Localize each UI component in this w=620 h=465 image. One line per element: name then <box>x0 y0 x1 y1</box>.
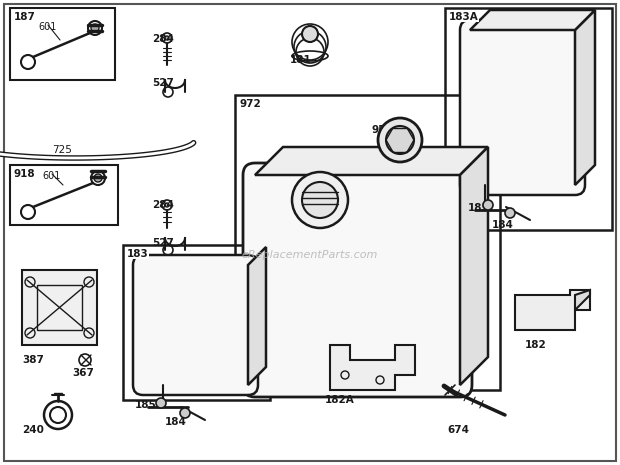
Text: 185: 185 <box>468 203 490 213</box>
Bar <box>235 95 500 390</box>
Polygon shape <box>248 247 266 385</box>
Text: 240: 240 <box>22 425 44 435</box>
Circle shape <box>378 118 422 162</box>
Text: 601: 601 <box>42 171 60 181</box>
Text: 527: 527 <box>152 238 174 248</box>
Text: 972: 972 <box>239 99 261 109</box>
Text: 184: 184 <box>165 417 187 427</box>
Polygon shape <box>330 345 415 390</box>
Text: 187: 187 <box>14 12 36 22</box>
Text: eReplacementParts.com: eReplacementParts.com <box>242 250 378 260</box>
Bar <box>22 270 97 345</box>
Text: 182A: 182A <box>325 395 355 405</box>
Circle shape <box>156 398 166 408</box>
Text: 387: 387 <box>22 355 44 365</box>
Text: 918: 918 <box>14 169 35 179</box>
Circle shape <box>483 200 493 210</box>
Circle shape <box>94 174 102 182</box>
Text: 601: 601 <box>38 22 56 32</box>
Text: 367: 367 <box>72 368 94 378</box>
Text: 674: 674 <box>447 425 469 435</box>
Text: 183A: 183A <box>449 12 479 22</box>
Circle shape <box>165 203 169 207</box>
Bar <box>10 165 118 225</box>
Circle shape <box>386 126 414 154</box>
Circle shape <box>91 24 99 32</box>
Text: 284: 284 <box>152 200 174 210</box>
FancyBboxPatch shape <box>133 255 258 395</box>
FancyBboxPatch shape <box>243 163 472 397</box>
Text: 182: 182 <box>525 340 547 350</box>
Bar <box>37 285 82 330</box>
Polygon shape <box>575 10 595 185</box>
Text: 185: 185 <box>135 400 157 410</box>
Text: 183: 183 <box>127 249 149 259</box>
Polygon shape <box>460 147 488 385</box>
Circle shape <box>302 182 338 218</box>
Circle shape <box>165 36 169 40</box>
Bar <box>123 245 270 400</box>
Text: 527: 527 <box>152 78 174 88</box>
Circle shape <box>302 26 318 42</box>
Polygon shape <box>470 10 595 30</box>
Circle shape <box>505 208 515 218</box>
Polygon shape <box>575 290 590 310</box>
Polygon shape <box>515 290 590 330</box>
Text: 181: 181 <box>290 55 312 65</box>
Text: 184: 184 <box>492 220 514 230</box>
Circle shape <box>180 408 190 418</box>
Text: 284: 284 <box>152 34 174 44</box>
FancyBboxPatch shape <box>460 20 585 195</box>
Bar <box>10 8 115 80</box>
Text: 725: 725 <box>52 145 72 155</box>
Text: 957: 957 <box>372 125 394 135</box>
Polygon shape <box>255 147 488 175</box>
Bar <box>445 8 612 230</box>
Circle shape <box>292 172 348 228</box>
